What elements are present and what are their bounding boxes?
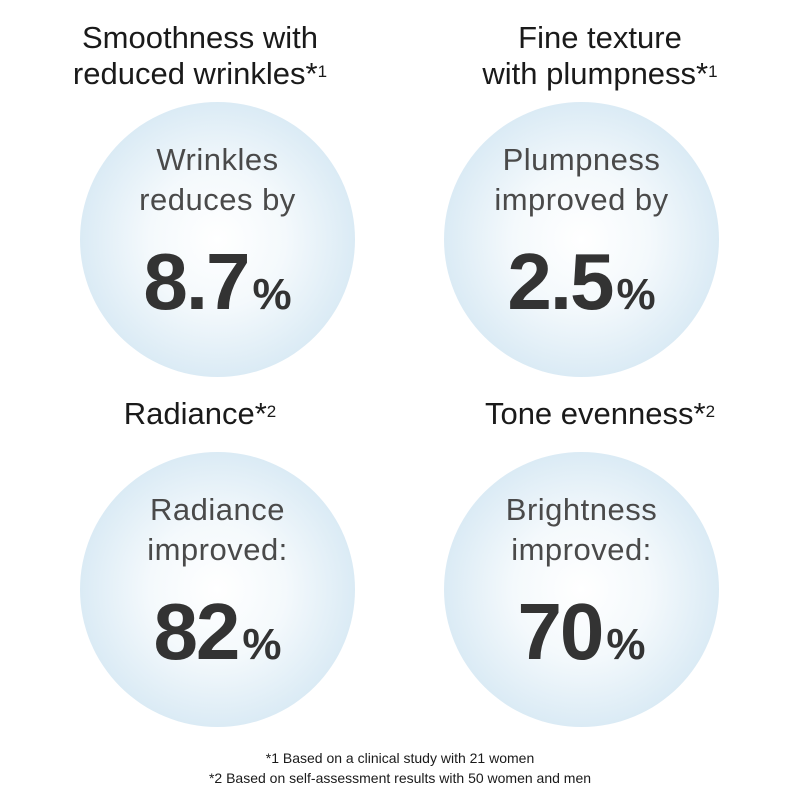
stat-number: 2.5 xyxy=(507,237,614,326)
footnote-number: 2 xyxy=(266,402,277,421)
footnote-number: 1 xyxy=(708,62,718,81)
footnote-number: 1 xyxy=(317,62,328,81)
footnote: *1 Based on a clinical study with 21 wom… xyxy=(265,750,535,766)
stat-label-line: reduces by xyxy=(139,182,296,217)
stat-label-line: Radiance xyxy=(150,492,285,527)
panel-heading: Tone evenness*2 xyxy=(400,396,800,432)
panel-heading: Fine texture with plumpness*1 xyxy=(400,20,800,92)
heading-line: with plumpness*1 xyxy=(400,56,800,92)
heading-line: Smoothness with xyxy=(81,20,319,55)
panel-plumpness: Fine texture with plumpness*1 Plumpness … xyxy=(400,0,800,377)
stat-value: 70% xyxy=(444,592,719,672)
stat-label-line: improved: xyxy=(511,532,652,567)
stat-label-line: Plumpness xyxy=(502,142,661,177)
footnote: *2 Based on self-assessment results with… xyxy=(208,770,592,786)
panel-tone-evenness: Tone evenness*2 Brightness improved: 70% xyxy=(400,380,800,750)
stat-circle: Brightness improved: 70% xyxy=(444,452,719,727)
stat-circle: Plumpness improved by 2.5% xyxy=(444,102,719,377)
stat-unit: % xyxy=(616,270,656,319)
footnote-mark: * xyxy=(696,56,709,91)
heading-text: reduced wrinkles xyxy=(72,56,306,91)
footnote-mark: * xyxy=(305,56,318,91)
stat-label-line: improved by xyxy=(494,182,669,217)
heading-line: Radiance*2 xyxy=(0,396,400,432)
heading-text: Radiance xyxy=(123,396,255,431)
stat-unit: % xyxy=(252,270,292,319)
stat-label: Wrinkles reduces by xyxy=(80,140,355,220)
stat-label-line: Brightness xyxy=(505,492,658,527)
heading-line: Tone evenness*2 xyxy=(400,396,800,432)
panel-wrinkles: Smoothness with reduced wrinkles*1 Wrink… xyxy=(0,0,400,377)
stat-value: 8.7% xyxy=(80,242,355,322)
heading-line: reduced wrinkles*1 xyxy=(0,56,400,92)
panel-heading: Smoothness with reduced wrinkles*1 xyxy=(0,20,400,92)
stat-value: 82% xyxy=(80,592,355,672)
stat-circle: Radiance improved: 82% xyxy=(80,452,355,727)
heading-text: Tone evenness xyxy=(484,396,694,431)
stat-label: Radiance improved: xyxy=(80,490,355,570)
stat-unit: % xyxy=(606,620,646,669)
footnote-mark: * xyxy=(254,396,267,431)
panel-heading: Radiance*2 xyxy=(0,396,400,432)
panel-radiance: Radiance*2 Radiance improved: 82% xyxy=(0,380,400,750)
heading-line: Fine texture xyxy=(518,20,682,55)
stat-number: 82 xyxy=(153,587,240,676)
stat-value: 2.5% xyxy=(444,242,719,322)
footnote-mark: * xyxy=(693,396,706,431)
footnotes: *1 Based on a clinical study with 21 wom… xyxy=(0,748,800,788)
stat-number: 70 xyxy=(517,587,604,676)
stat-label-line: improved: xyxy=(147,532,288,567)
stat-label-line: Wrinkles xyxy=(156,142,279,177)
stat-unit: % xyxy=(242,620,282,669)
footnote-number: 2 xyxy=(705,402,716,421)
stat-label: Brightness improved: xyxy=(444,490,719,570)
stat-label: Plumpness improved by xyxy=(444,140,719,220)
stat-number: 8.7 xyxy=(143,237,250,326)
stat-circle: Wrinkles reduces by 8.7% xyxy=(80,102,355,377)
heading-text: with plumpness xyxy=(482,56,697,91)
